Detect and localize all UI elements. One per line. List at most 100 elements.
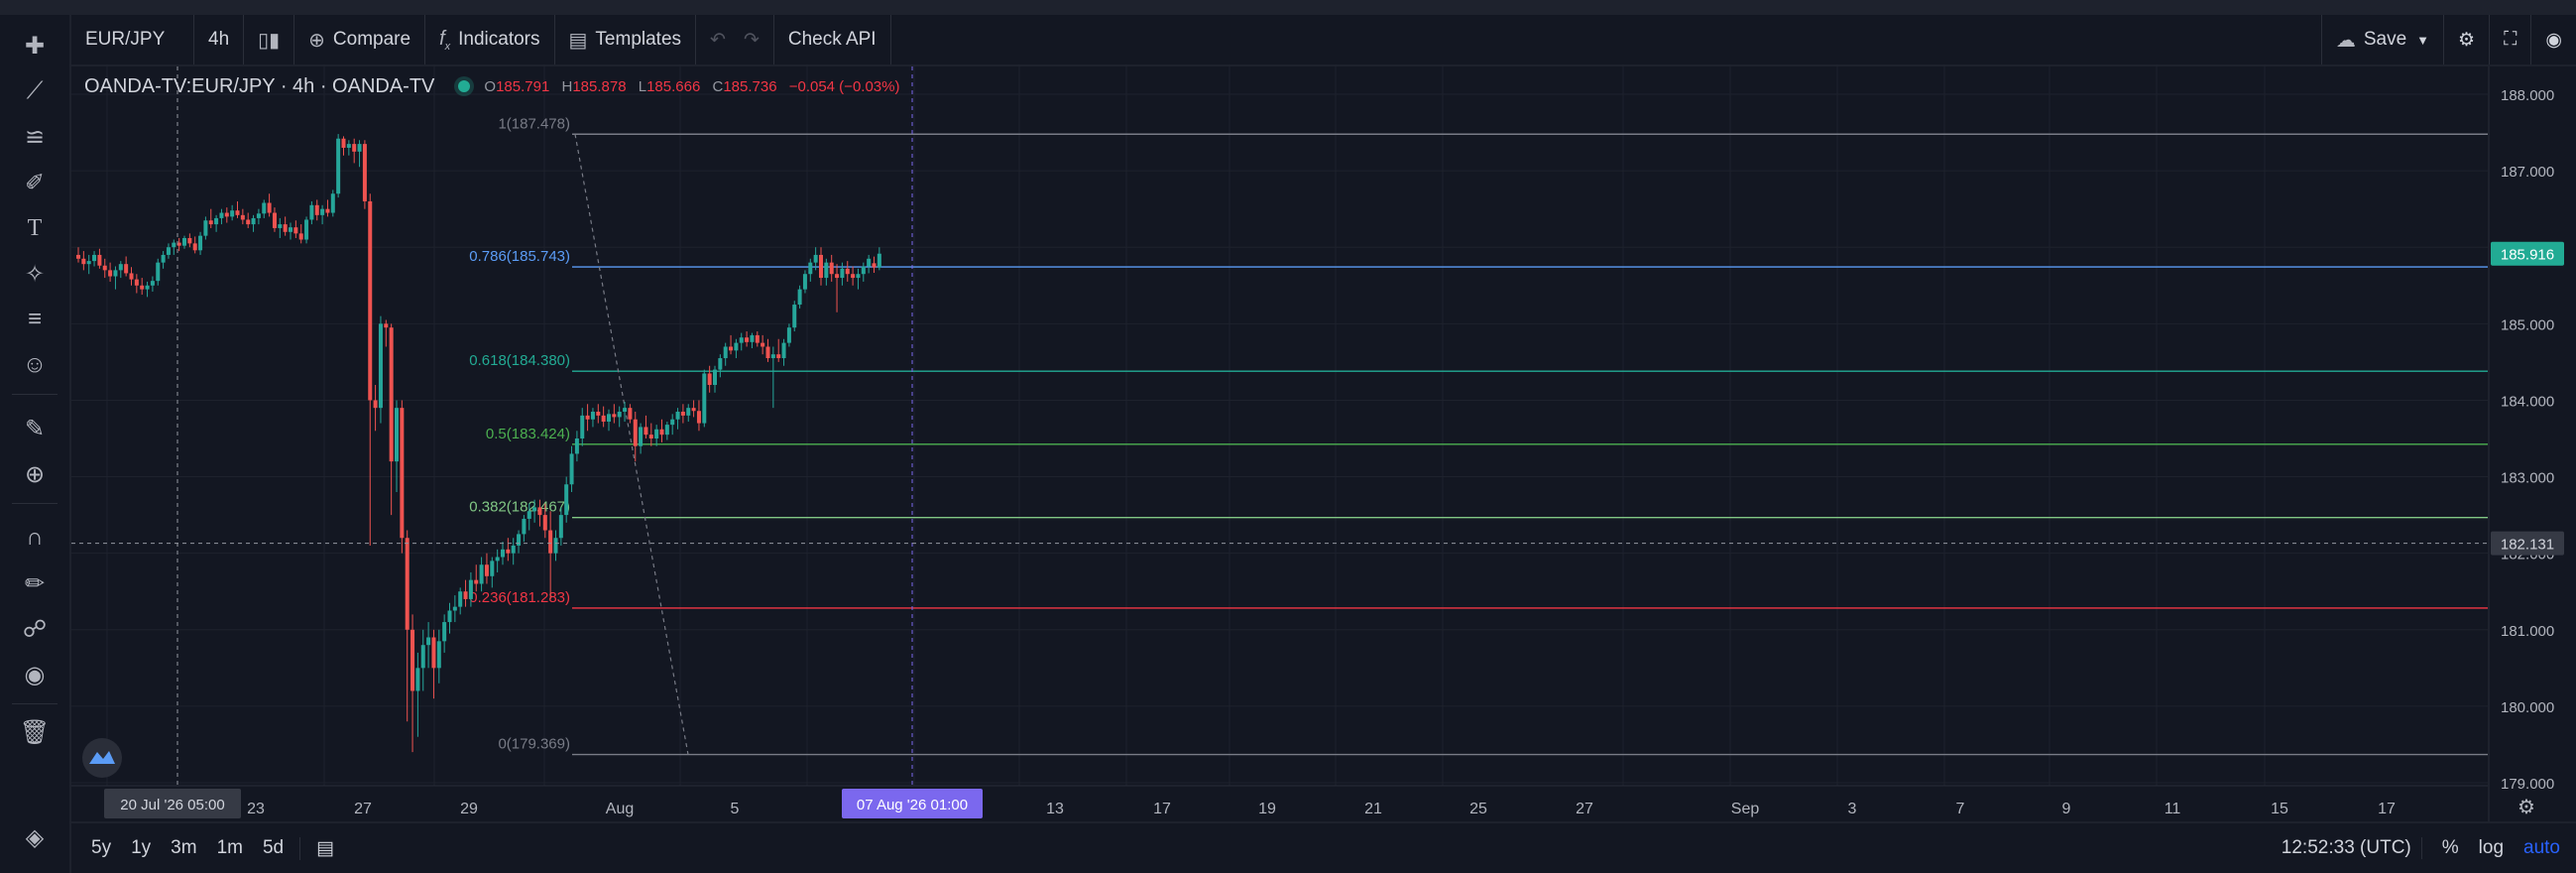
candle-body <box>797 289 802 306</box>
candle-body <box>776 354 781 359</box>
interval-label: 4h <box>208 29 230 50</box>
time-tick-label: 13 <box>1046 801 1064 817</box>
axis-settings-icon: ⚙ <box>2517 797 2535 818</box>
time-tick-label: Aug <box>606 801 634 817</box>
candle-body <box>517 534 522 546</box>
lock-icon[interactable]: ☍ <box>22 615 48 643</box>
fullscreen-button[interactable]: ⛶ <box>2490 15 2532 64</box>
camera-icon: ◉ <box>2545 29 2562 51</box>
price-tick-label: 179.000 <box>2501 776 2554 793</box>
layers-icon[interactable]: ◈ <box>25 823 45 851</box>
candles-icon: ▯▮ <box>258 29 281 52</box>
left-time-label: 20 Jul '26 05:00 <box>120 797 224 813</box>
emoji-icon[interactable]: ☺ <box>22 351 48 378</box>
crosshair-icon[interactable]: ✚ <box>24 32 46 60</box>
range-5d-button[interactable]: 5d <box>262 837 285 858</box>
candle-body <box>86 261 91 265</box>
toolbar-divider <box>12 503 58 504</box>
goto-date-icon[interactable]: ▤ <box>299 836 344 860</box>
candle-body <box>574 438 579 454</box>
candle-body <box>166 247 171 255</box>
candle-body <box>431 637 436 669</box>
candle-body <box>680 412 685 416</box>
candle-body <box>813 254 818 263</box>
pattern-icon[interactable]: ✧ <box>24 260 46 288</box>
auto-toggle[interactable]: auto <box>2523 837 2560 858</box>
log-toggle[interactable]: log <box>2478 837 2505 858</box>
fib-tool-icon[interactable]: ≌ <box>24 123 46 151</box>
candle-body <box>262 202 267 214</box>
redo-icon[interactable]: ↷ <box>743 29 760 51</box>
eye-icon[interactable]: ◉ <box>24 661 46 688</box>
range-1m-button[interactable]: 1m <box>216 837 243 858</box>
prediction-icon[interactable]: ≡ <box>27 306 42 332</box>
current-price-label: 185.916 <box>2501 247 2554 264</box>
ruler-icon[interactable]: ✎ <box>24 415 46 442</box>
candle-body <box>601 415 606 423</box>
check-api-button[interactable]: Check API <box>774 15 891 64</box>
time-tick-label: Sep <box>1731 801 1760 817</box>
check-api-label: Check API <box>787 29 877 50</box>
candle-body <box>389 327 394 462</box>
settings-button[interactable]: ⚙ <box>2444 15 2491 64</box>
cloud-icon: ☁ <box>2335 29 2356 52</box>
percent-toggle[interactable]: % <box>2420 837 2469 859</box>
candle-body <box>420 645 425 669</box>
candle-body <box>415 668 420 691</box>
range-5y-button[interactable]: 5y <box>91 837 112 858</box>
time-tick-label: 21 <box>1364 801 1382 817</box>
clock-label[interactable]: 12:52:33 (UTC) <box>2281 837 2411 858</box>
candle-body <box>256 213 261 218</box>
candle-body <box>362 144 367 201</box>
compare-label: Compare <box>332 29 411 50</box>
price-tick-label: 183.000 <box>2501 470 2554 487</box>
screenshot-button[interactable]: ◉ <box>2531 15 2576 64</box>
candle-body <box>346 144 351 148</box>
interval-button[interactable]: 4h <box>194 15 245 64</box>
indicators-button[interactable]: fx Indicators <box>425 15 555 64</box>
price-axis[interactable]: 188.000187.000185.000184.000183.000182.0… <box>2488 66 2576 821</box>
compare-button[interactable]: ⊕ Compare <box>294 15 426 64</box>
fullscreen-icon: ⛶ <box>2504 29 2517 50</box>
candle-body <box>235 210 240 215</box>
time-tick-label: 9 <box>2062 801 2071 817</box>
candle-body <box>861 266 866 275</box>
candle-body <box>76 254 80 259</box>
candle-body <box>628 408 633 420</box>
candle-body <box>532 507 537 512</box>
templates-button[interactable]: ▤ Templates <box>555 15 697 64</box>
tv-logo-icon <box>89 751 115 764</box>
candle-body <box>410 629 415 691</box>
candle-body <box>537 507 542 516</box>
candle-body <box>219 212 224 218</box>
time-tick-label: 17 <box>2378 801 2396 817</box>
magnet-icon[interactable]: ∩ <box>26 524 44 551</box>
chart-type-button[interactable]: ▯▮ <box>244 15 295 64</box>
candle-body <box>479 564 484 584</box>
trendline-icon[interactable]: ⟋ <box>26 77 44 104</box>
stay-drawing-icon[interactable]: ✏ <box>24 569 46 597</box>
chart-pane[interactable]: 1(187.478) 0.786(185.743) 0.618(184.380) 0.… <box>71 66 2488 821</box>
trash-icon[interactable]: 🗑 <box>19 718 51 746</box>
candle-body <box>845 268 850 275</box>
candle-body <box>590 412 595 420</box>
candle-body <box>124 264 129 274</box>
save-button[interactable]: ☁ Save ▼ <box>2320 15 2445 64</box>
symbol-search-button[interactable]: EUR/JPY <box>71 15 194 64</box>
range-3m-button[interactable]: 3m <box>171 837 197 858</box>
text-tool-icon[interactable]: T <box>27 214 43 241</box>
candle-body <box>623 408 628 413</box>
brush-icon[interactable]: ✐ <box>24 169 46 196</box>
zoom-in-icon[interactable]: ⊕ <box>24 460 46 488</box>
candle-body <box>564 484 569 516</box>
price-chart[interactable]: 1(187.478) 0.786(185.743) 0.618(184.380) 0.… <box>71 66 2488 821</box>
top-toolbar: EUR/JPY 4h ▯▮ ⊕ Compare fx Indicators ▤ … <box>71 15 2576 64</box>
candle-body <box>187 237 192 244</box>
candle-body <box>452 606 457 611</box>
range-1y-button[interactable]: 1y <box>131 837 152 858</box>
time-tick-label: 15 <box>2271 801 2288 817</box>
candle-body <box>856 274 861 279</box>
candle-body <box>490 561 495 576</box>
time-tick-label: 27 <box>1576 801 1593 817</box>
undo-icon[interactable]: ↶ <box>710 29 726 51</box>
